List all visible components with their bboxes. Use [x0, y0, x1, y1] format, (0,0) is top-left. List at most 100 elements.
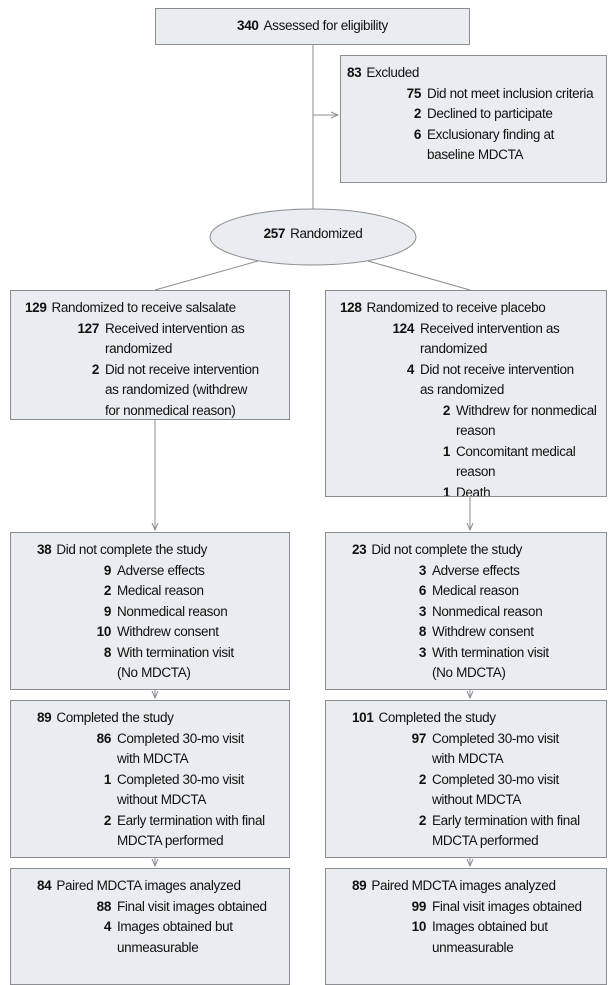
line: 84 Paired MDCTA images analyzed	[37, 876, 283, 897]
item: 9 Nonmedical reason	[81, 602, 283, 623]
count: 101	[352, 710, 374, 725]
count: 84	[37, 878, 52, 893]
count: 97	[411, 730, 427, 746]
count: 75	[406, 85, 422, 101]
label-line: without MDCTA	[117, 792, 206, 807]
label: Withdrew for nonmedical reason	[456, 401, 597, 442]
item: 2 Withdrew for nonmedical reason	[420, 401, 600, 442]
count: 2	[103, 583, 112, 598]
item: 10 Withdrew consent	[81, 622, 283, 643]
line: 8 With termination visit (No MDCTA)	[81, 643, 283, 684]
label: Randomized	[290, 224, 363, 245]
count: 88	[96, 898, 112, 914]
label: Final visit images obtained	[117, 897, 267, 918]
label-line: Completed 30-mo visit	[432, 730, 559, 746]
line: 127 Received intervention as randomized	[69, 319, 283, 360]
item: 8 Withdrew consent	[396, 622, 600, 643]
item: 2 Did not receive intervention as randomiz…	[69, 360, 283, 420]
label: Adverse effects	[117, 561, 205, 582]
box: 89 Paired MDCTA images analyzed 99 Final vi…	[325, 868, 607, 985]
item: 99 Final visit images obtained	[396, 897, 600, 918]
box-header: 83 Excluded 75 Did not meet inclusion crite…	[347, 63, 600, 166]
line: 3 Adverse effects	[396, 561, 600, 582]
line: 2 Early termination with final MDCTA perfo…	[81, 811, 283, 852]
box: 128 Randomized to receive placebo 124 Recei…	[325, 290, 607, 497]
count: 128	[340, 300, 362, 315]
line: 8 Withdrew consent	[396, 622, 600, 643]
label-line: Early termination with final	[432, 812, 580, 828]
label-line: reason	[456, 464, 496, 479]
line: 1 Concomitant medical reason	[420, 442, 600, 483]
label-line: Nonmedical reason	[117, 603, 228, 619]
label-line: as randomized (withdrew	[105, 382, 248, 397]
label: Images obtained but unmeasurable	[117, 917, 233, 958]
label-line: Completed 30-mo visit	[117, 730, 244, 746]
count: 38	[37, 542, 52, 557]
label: Concomitant medical reason	[456, 442, 576, 483]
box: 340 Assessed for eligibility	[155, 8, 470, 45]
label: Did not complete the study	[371, 540, 522, 561]
label: Declined to participate	[427, 104, 553, 125]
label-line: Completed 30-mo visit	[432, 771, 559, 787]
line: 9 Nonmedical reason	[81, 602, 283, 623]
label-line: unmeasurable	[432, 939, 514, 955]
count: 124	[392, 320, 415, 336]
box-header: 38 Did not complete the study 9 Adverse eff…	[37, 540, 283, 684]
line: 97 Completed 30-mo visit with MDCTA	[396, 729, 600, 770]
count: 86	[96, 730, 112, 746]
line: 6 Medical reason	[396, 581, 600, 602]
box-header: 101 Completed the study 97 Completed 30-mo …	[352, 708, 600, 852]
label-line: Paired MDCTA images analyzed	[371, 878, 556, 893]
label-line: Completed the study	[378, 710, 496, 725]
label: Received intervention as randomized	[420, 319, 560, 360]
label-line: Did not meet inclusion criteria	[427, 85, 594, 101]
box-header: 23 Did not complete the study 3 Adverse eff…	[352, 540, 600, 684]
line: 3 With termination visit (No MDCTA)	[396, 643, 600, 684]
label-line: With termination visit	[432, 644, 549, 660]
label-line: as randomized	[420, 382, 504, 397]
box-header: 89 Paired MDCTA images analyzed 99 Final vi…	[352, 876, 600, 958]
item: 9 Adverse effects	[81, 561, 283, 582]
label: Completed the study	[378, 708, 496, 729]
label-line: Adverse effects	[117, 562, 205, 578]
line: 10 Images obtained but unmeasurable	[396, 917, 600, 958]
line: 83 Excluded	[347, 63, 600, 84]
label-line: Assessed for eligibility	[263, 18, 389, 33]
count: 10	[411, 919, 427, 934]
item: 2 Medical reason	[81, 581, 283, 602]
line: 4 Did not receive intervention as randomiz…	[384, 360, 600, 401]
line: 1 Completed 30-mo visit without MDCTA	[81, 770, 283, 811]
line: 6 Exclusionary finding at baseline MDCTA	[391, 125, 600, 166]
label: Adverse effects	[432, 561, 520, 582]
item: 88 Final visit images obtained	[81, 897, 283, 918]
box-header: 84 Paired MDCTA images analyzed 88 Final vi…	[37, 876, 283, 958]
connector	[367, 260, 471, 291]
item: 4 Did not receive intervention as randomiz…	[384, 360, 600, 497]
item: 2 Declined to participate	[391, 104, 600, 125]
label-line: Early termination with final	[117, 812, 265, 828]
line: 2 Completed 30-mo visit without MDCTA	[396, 770, 600, 811]
count: 83	[347, 65, 362, 80]
label: Excluded	[366, 63, 419, 84]
count: 1	[442, 443, 451, 459]
count: 9	[103, 603, 112, 619]
line: 3 Nonmedical reason	[396, 602, 600, 623]
label: Withdrew consent	[117, 622, 219, 643]
box: 101 Completed the study 97 Completed 30-mo …	[325, 700, 607, 858]
label-line: Withdrew consent	[117, 624, 219, 639]
label: Medical reason	[432, 581, 519, 602]
label-line: Randomized to receive salsalate	[51, 300, 236, 315]
label-line: Completed 30-mo visit	[117, 771, 244, 787]
label-line: Images obtained but	[432, 919, 548, 934]
label: Paired MDCTA images analyzed	[371, 876, 556, 897]
label-line: Did not receive intervention	[420, 361, 574, 377]
label-line: Randomized to receive placebo	[366, 300, 546, 315]
label-line: with MDCTA	[117, 751, 189, 766]
line: 86 Completed 30-mo visit with MDCTA	[81, 729, 283, 770]
line: 99 Final visit images obtained	[396, 897, 600, 918]
item: 3 Adverse effects	[396, 561, 600, 582]
count: 340	[237, 18, 259, 33]
count: 1	[103, 771, 112, 787]
box: 89 Completed the study 86 Completed 30-mo v…	[10, 700, 290, 858]
